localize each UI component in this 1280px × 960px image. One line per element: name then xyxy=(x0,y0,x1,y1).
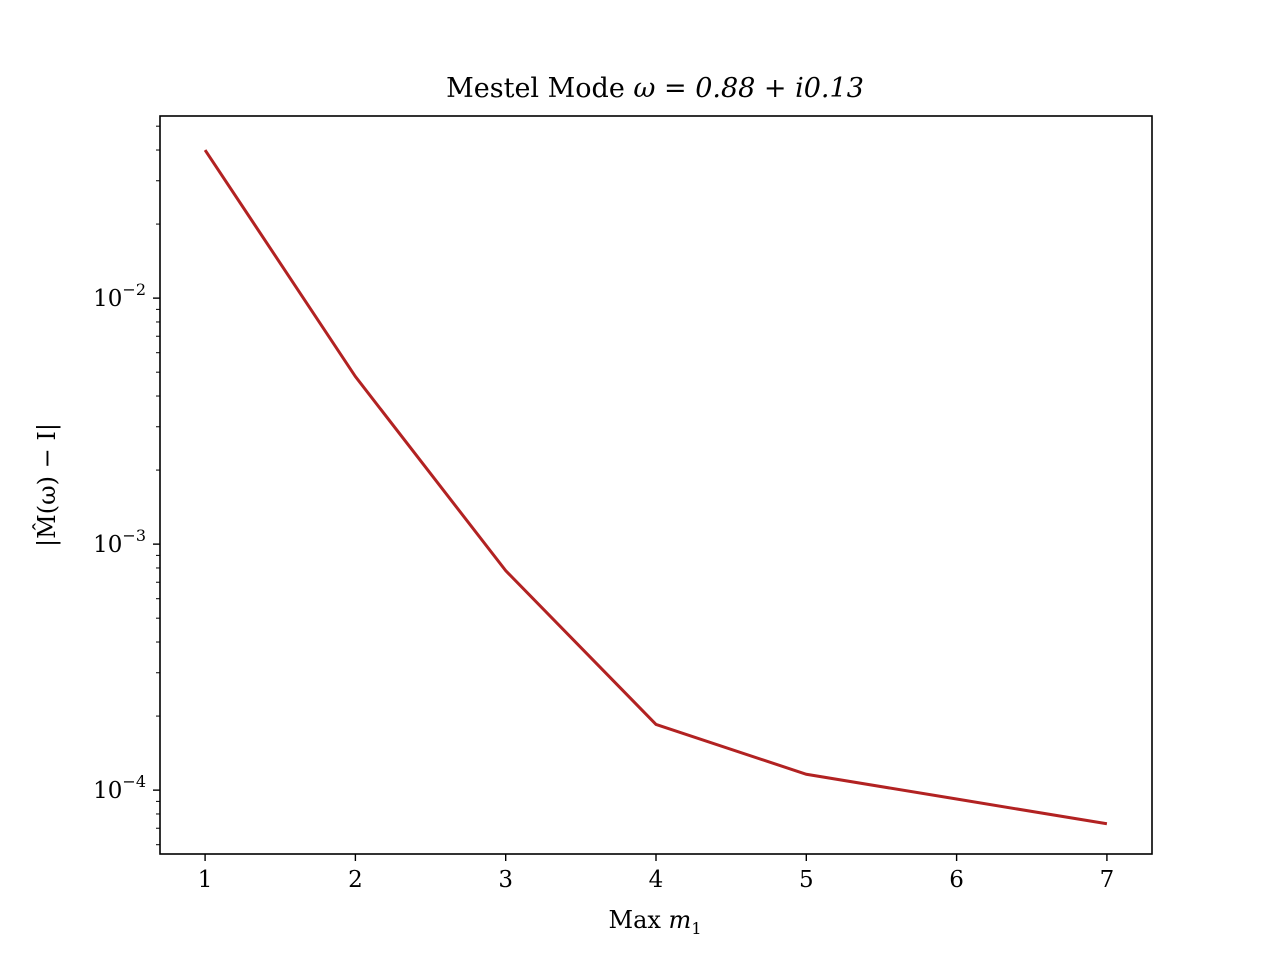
chart-title-prefix: Mestel Mode xyxy=(446,73,633,104)
x-tick-label-3: 3 xyxy=(498,867,513,893)
y-tick-label-base: 10 xyxy=(93,532,122,558)
y-tick-label-1: 10−3 xyxy=(93,526,146,558)
y-tick-label-2: 10−4 xyxy=(93,772,146,804)
x-axis-label-subscript: 1 xyxy=(691,919,701,938)
y-axis-label: |M̂(ω) − I| xyxy=(33,423,62,547)
y-tick-label-0: 10−2 xyxy=(93,280,146,312)
y-tick-label-base: 10 xyxy=(93,778,122,804)
chart-title-math: ω = 0.88 + i0.13 xyxy=(633,73,863,104)
x-axis-label: Max m1 xyxy=(609,906,702,938)
x-tick-label-1: 1 xyxy=(198,867,213,893)
plot-frame xyxy=(159,115,1153,855)
chart-title: Mestel Mode ω = 0.88 + i0.13 xyxy=(446,73,864,104)
x-tick-label-7: 7 xyxy=(1100,867,1115,893)
x-axis-label-prefix: Max xyxy=(609,906,669,934)
x-axis-label-math: m xyxy=(669,906,692,934)
series-line-0 xyxy=(203,149,1108,826)
x-tick-label-4: 4 xyxy=(649,867,664,893)
x-tick-label-2: 2 xyxy=(348,867,363,893)
y-tick-label-exponent: −3 xyxy=(122,526,146,545)
plot-area: 1 2 3 4 5 6 710−210−310−4 xyxy=(93,115,1153,893)
y-tick-label-exponent: −2 xyxy=(122,280,146,299)
x-tick-label-6: 6 xyxy=(949,867,964,893)
y-tick-label-base: 10 xyxy=(93,286,122,312)
y-tick-label-exponent: −4 xyxy=(122,772,146,791)
x-tick-label-5: 5 xyxy=(799,867,814,893)
